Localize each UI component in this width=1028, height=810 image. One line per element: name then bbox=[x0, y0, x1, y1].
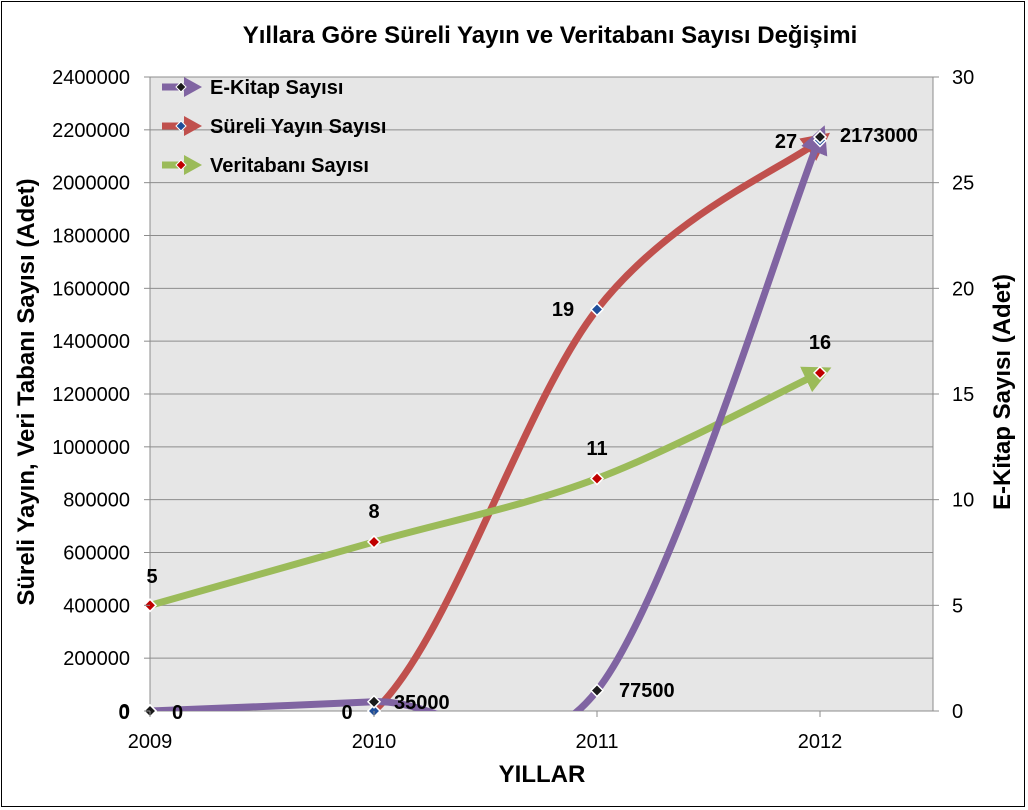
gridlines bbox=[150, 76, 933, 712]
data-labels: 0 35000 77500 2173000 0 0 19 27 5 8 11 16 bbox=[118, 125, 917, 724]
data-point bbox=[812, 129, 828, 145]
right-tick-label: 30 bbox=[952, 67, 974, 89]
left-tick-label: 200000 bbox=[63, 648, 130, 670]
data-label: 0 bbox=[118, 702, 129, 724]
legend-label: E-Kitap Sayısı bbox=[210, 77, 343, 99]
right-y-axis-title: E-Kitap Sayısı (Adet) bbox=[989, 274, 1016, 510]
data-label: 77500 bbox=[619, 680, 675, 702]
data-point bbox=[366, 534, 382, 549]
data-point bbox=[589, 683, 605, 698]
left-tick-label: 2200000 bbox=[52, 120, 130, 142]
data-label: 0 bbox=[172, 702, 183, 724]
x-tick-label: 2011 bbox=[575, 731, 618, 753]
data-label: 8 bbox=[368, 501, 379, 523]
data-label: 2173000 bbox=[840, 125, 918, 147]
x-axis-title: YILLAR bbox=[499, 761, 586, 788]
legend-swatch-arrow bbox=[184, 155, 202, 175]
series-line-0 bbox=[150, 125, 828, 711]
data-point bbox=[366, 694, 382, 709]
data-label: 11 bbox=[586, 438, 607, 460]
left-y-axis-title: Süreli Yayın, Veri Tabanı Sayısı (Adet) bbox=[13, 178, 40, 605]
chart-title: Yıllara Göre Süreli Yayın ve Veritabanı … bbox=[243, 22, 858, 49]
right-tick-label: 15 bbox=[952, 384, 974, 406]
data-point bbox=[589, 302, 605, 317]
data-point bbox=[812, 365, 828, 380]
data-label: 35000 bbox=[394, 692, 450, 714]
legend-swatch-arrow bbox=[184, 77, 202, 97]
left-tick-label: 1800000 bbox=[52, 226, 130, 248]
legend: E-Kitap Sayısı Süreli Yayın Sayısı Veritab… bbox=[162, 77, 386, 177]
left-tick-label: 1400000 bbox=[52, 331, 130, 353]
left-tick-label: 800000 bbox=[63, 490, 130, 512]
left-tick-label: 1000000 bbox=[52, 437, 130, 459]
left-tick-label: 1600000 bbox=[52, 278, 130, 300]
left-tick-label: 1200000 bbox=[52, 384, 130, 406]
data-label: 5 bbox=[146, 566, 157, 588]
right-tick-label: 20 bbox=[952, 278, 974, 300]
series-lines bbox=[150, 125, 832, 711]
data-label: 16 bbox=[809, 332, 831, 354]
legend-swatch-marker bbox=[175, 120, 187, 132]
x-tick-label: 2012 bbox=[798, 731, 843, 753]
right-tick-label: 10 bbox=[952, 490, 974, 512]
data-label: 0 bbox=[341, 702, 352, 724]
legend-label: Veritabanı Sayısı bbox=[210, 155, 369, 177]
right-tick-label: 0 bbox=[952, 701, 963, 723]
legend-label: Süreli Yayın Sayısı bbox=[210, 116, 386, 138]
data-point bbox=[589, 471, 605, 486]
data-label: 19 bbox=[552, 299, 574, 321]
left-tick-label: 400000 bbox=[63, 595, 130, 617]
series-line-1 bbox=[150, 132, 831, 711]
right-tick-label: 5 bbox=[952, 595, 963, 617]
left-tick-label: 2000000 bbox=[52, 173, 130, 195]
left-tick-label: 2400000 bbox=[52, 67, 130, 89]
legend-swatch-arrow bbox=[184, 116, 202, 136]
axis-ticks: 0 200000 400000 600000 800000 1000000 1200000 1… bbox=[52, 67, 974, 753]
left-tick-label: 0 bbox=[119, 701, 130, 723]
legend-swatch-marker bbox=[175, 159, 187, 171]
x-tick-label: 2010 bbox=[352, 731, 397, 753]
legend-swatch-marker bbox=[175, 81, 187, 93]
x-tick-label: 2009 bbox=[128, 731, 173, 753]
data-label: 27 bbox=[775, 131, 797, 153]
right-tick-label: 25 bbox=[952, 173, 974, 195]
left-tick-label: 600000 bbox=[63, 543, 130, 565]
